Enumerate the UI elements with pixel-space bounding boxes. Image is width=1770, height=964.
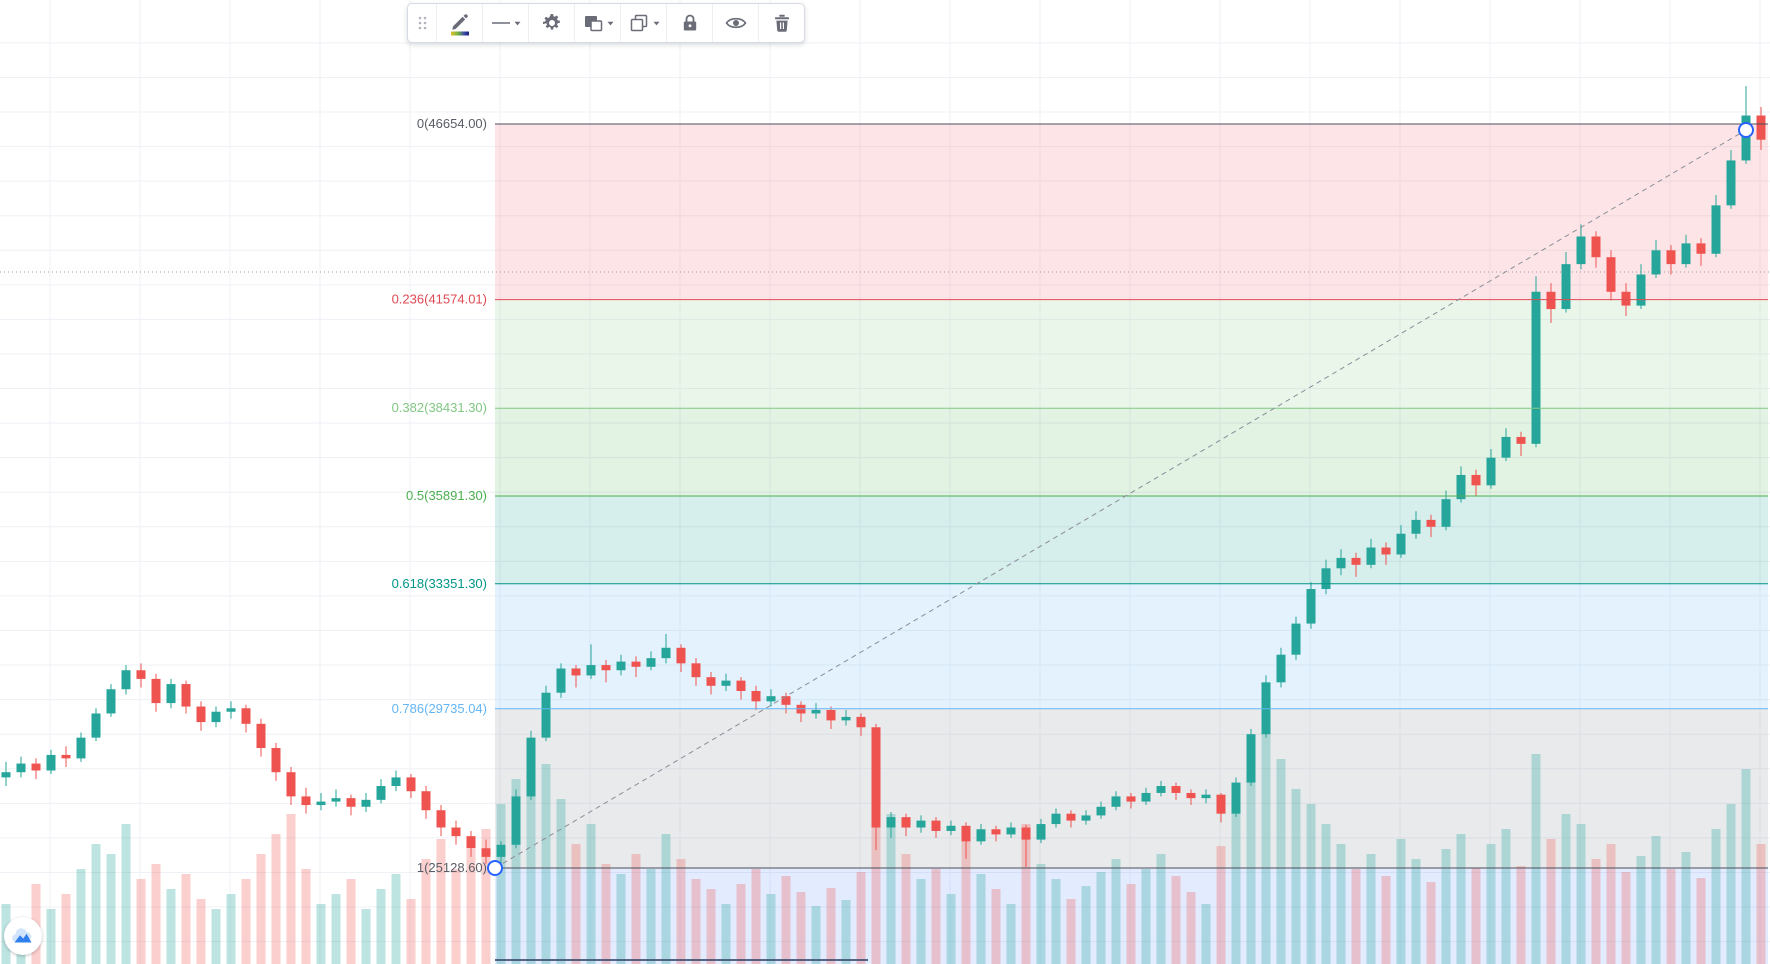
gear-icon [542, 13, 562, 33]
drawing-toolbar [407, 3, 805, 43]
delete-button[interactable] [758, 4, 804, 42]
candlestick-series [1, 86, 1766, 868]
drag-handle-icon [417, 14, 427, 32]
visibility-button[interactable] [712, 4, 758, 42]
fib-label-0.382: 0.382(38431.30) [392, 400, 487, 415]
clone-icon [628, 12, 650, 34]
fib-band-0.786-1 [495, 708, 1768, 868]
fib-band-0.618-0.786 [495, 583, 1768, 709]
lock-icon [679, 12, 701, 34]
fib-anchor-start[interactable] [487, 860, 503, 876]
chevron-down-icon [607, 21, 614, 26]
fib-label-0.786: 0.786(29735.04) [392, 701, 487, 716]
chevron-down-icon [514, 21, 521, 26]
line-style-icon [491, 13, 511, 33]
lock-button[interactable] [666, 4, 712, 42]
color-picker-button[interactable] [436, 4, 482, 42]
tradingview-logo[interactable] [4, 917, 42, 955]
fib-label-1: 1(25128.60) [417, 860, 487, 875]
fib-band-below-1 [495, 868, 1768, 964]
settings-button[interactable] [528, 4, 574, 42]
style-template-button[interactable] [574, 4, 620, 42]
fib-band-0.236-0.382 [495, 299, 1768, 409]
chevron-down-icon [653, 21, 660, 26]
fib-label-0.5: 0.5(35891.30) [406, 488, 487, 503]
fib-trend-line[interactable] [487, 122, 1754, 961]
fib-label-0.236: 0.236(41574.01) [392, 292, 487, 307]
fib-label-0: 0(46654.00) [417, 116, 487, 131]
volume-bars [1, 734, 1766, 964]
fib-retracement-bands [495, 124, 1768, 964]
pencil-gradient-icon [448, 10, 472, 36]
fib-band-0.5-0.618 [495, 496, 1768, 584]
eye-icon [725, 13, 747, 33]
fib-anchor-end[interactable] [1738, 122, 1754, 138]
trash-icon [771, 12, 793, 34]
fib-band-0-0.236 [495, 124, 1768, 300]
line-style-button[interactable] [482, 4, 528, 42]
fib-level-labels: 0(46654.00) 0.236(41574.01) 0.382(38431.30… [392, 116, 487, 875]
fib-band-0.382-0.5 [495, 408, 1768, 496]
toolbar-drag-handle[interactable] [408, 4, 436, 42]
fib-label-0.618: 0.618(33351.30) [392, 576, 487, 591]
tradingview-logo-icon [12, 928, 32, 943]
fib-level-lines[interactable] [495, 123, 1768, 869]
clone-button[interactable] [620, 4, 666, 42]
style-icon [582, 12, 604, 34]
